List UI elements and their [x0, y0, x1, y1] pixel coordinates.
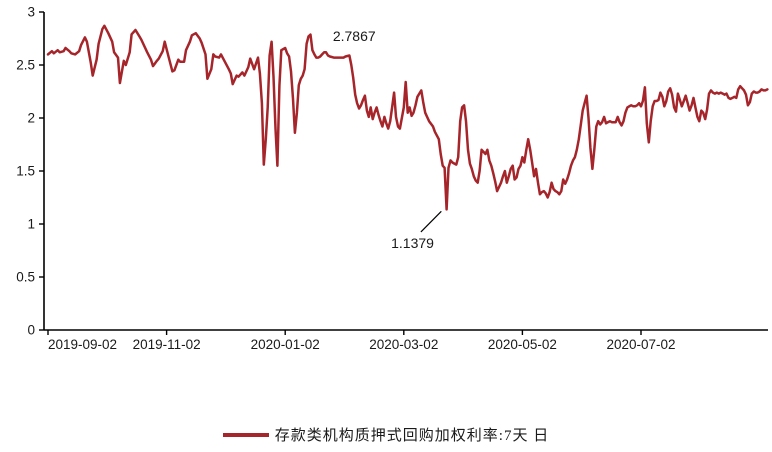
x-tick-label: 2019-11-02 — [133, 337, 201, 352]
y-tick-label: 2 — [27, 111, 35, 126]
x-tick-label: 2019-09-02 — [48, 337, 117, 352]
y-tick-label: 3 — [27, 5, 35, 20]
rate-line-chart: 0 0.5 1 1.5 2 2.5 3 2019-09-02 2019-11-02 2020-01… — [16, 5, 769, 352]
legend: 存款类机构质押式回购加权利率:7天 日 — [0, 424, 772, 445]
annotation-layer: 2.7867 1.1379 — [333, 28, 442, 251]
x-tick-label: 2020-05-02 — [488, 337, 557, 352]
legend-line-marker — [222, 432, 269, 437]
x-tick-label: 2020-01-02 — [251, 337, 320, 352]
x-tick-label: 2020-03-02 — [369, 337, 438, 352]
legend-series-label: 存款类机构质押式回购加权利率:7天 日 — [274, 428, 550, 444]
x-tick-label: 2020-07-02 — [606, 337, 675, 352]
y-tick-label: 0 — [27, 323, 35, 338]
annotation-leader-line — [420, 210, 442, 233]
y-tick-label: 2.5 — [16, 58, 35, 73]
series-layer — [46, 24, 769, 211]
y-tick-label: 0.5 — [16, 270, 35, 285]
annotation-value-label-min: 1.1379 — [391, 235, 434, 251]
y-tick-label: 1.5 — [16, 164, 35, 179]
axes-layer: 0 0.5 1 1.5 2 2.5 3 2019-09-02 2019-11-02 2020-01… — [16, 5, 768, 352]
annotation-value-label-max: 2.7867 — [333, 28, 376, 44]
series-line — [46, 24, 769, 211]
y-tick-label: 1 — [27, 217, 35, 232]
